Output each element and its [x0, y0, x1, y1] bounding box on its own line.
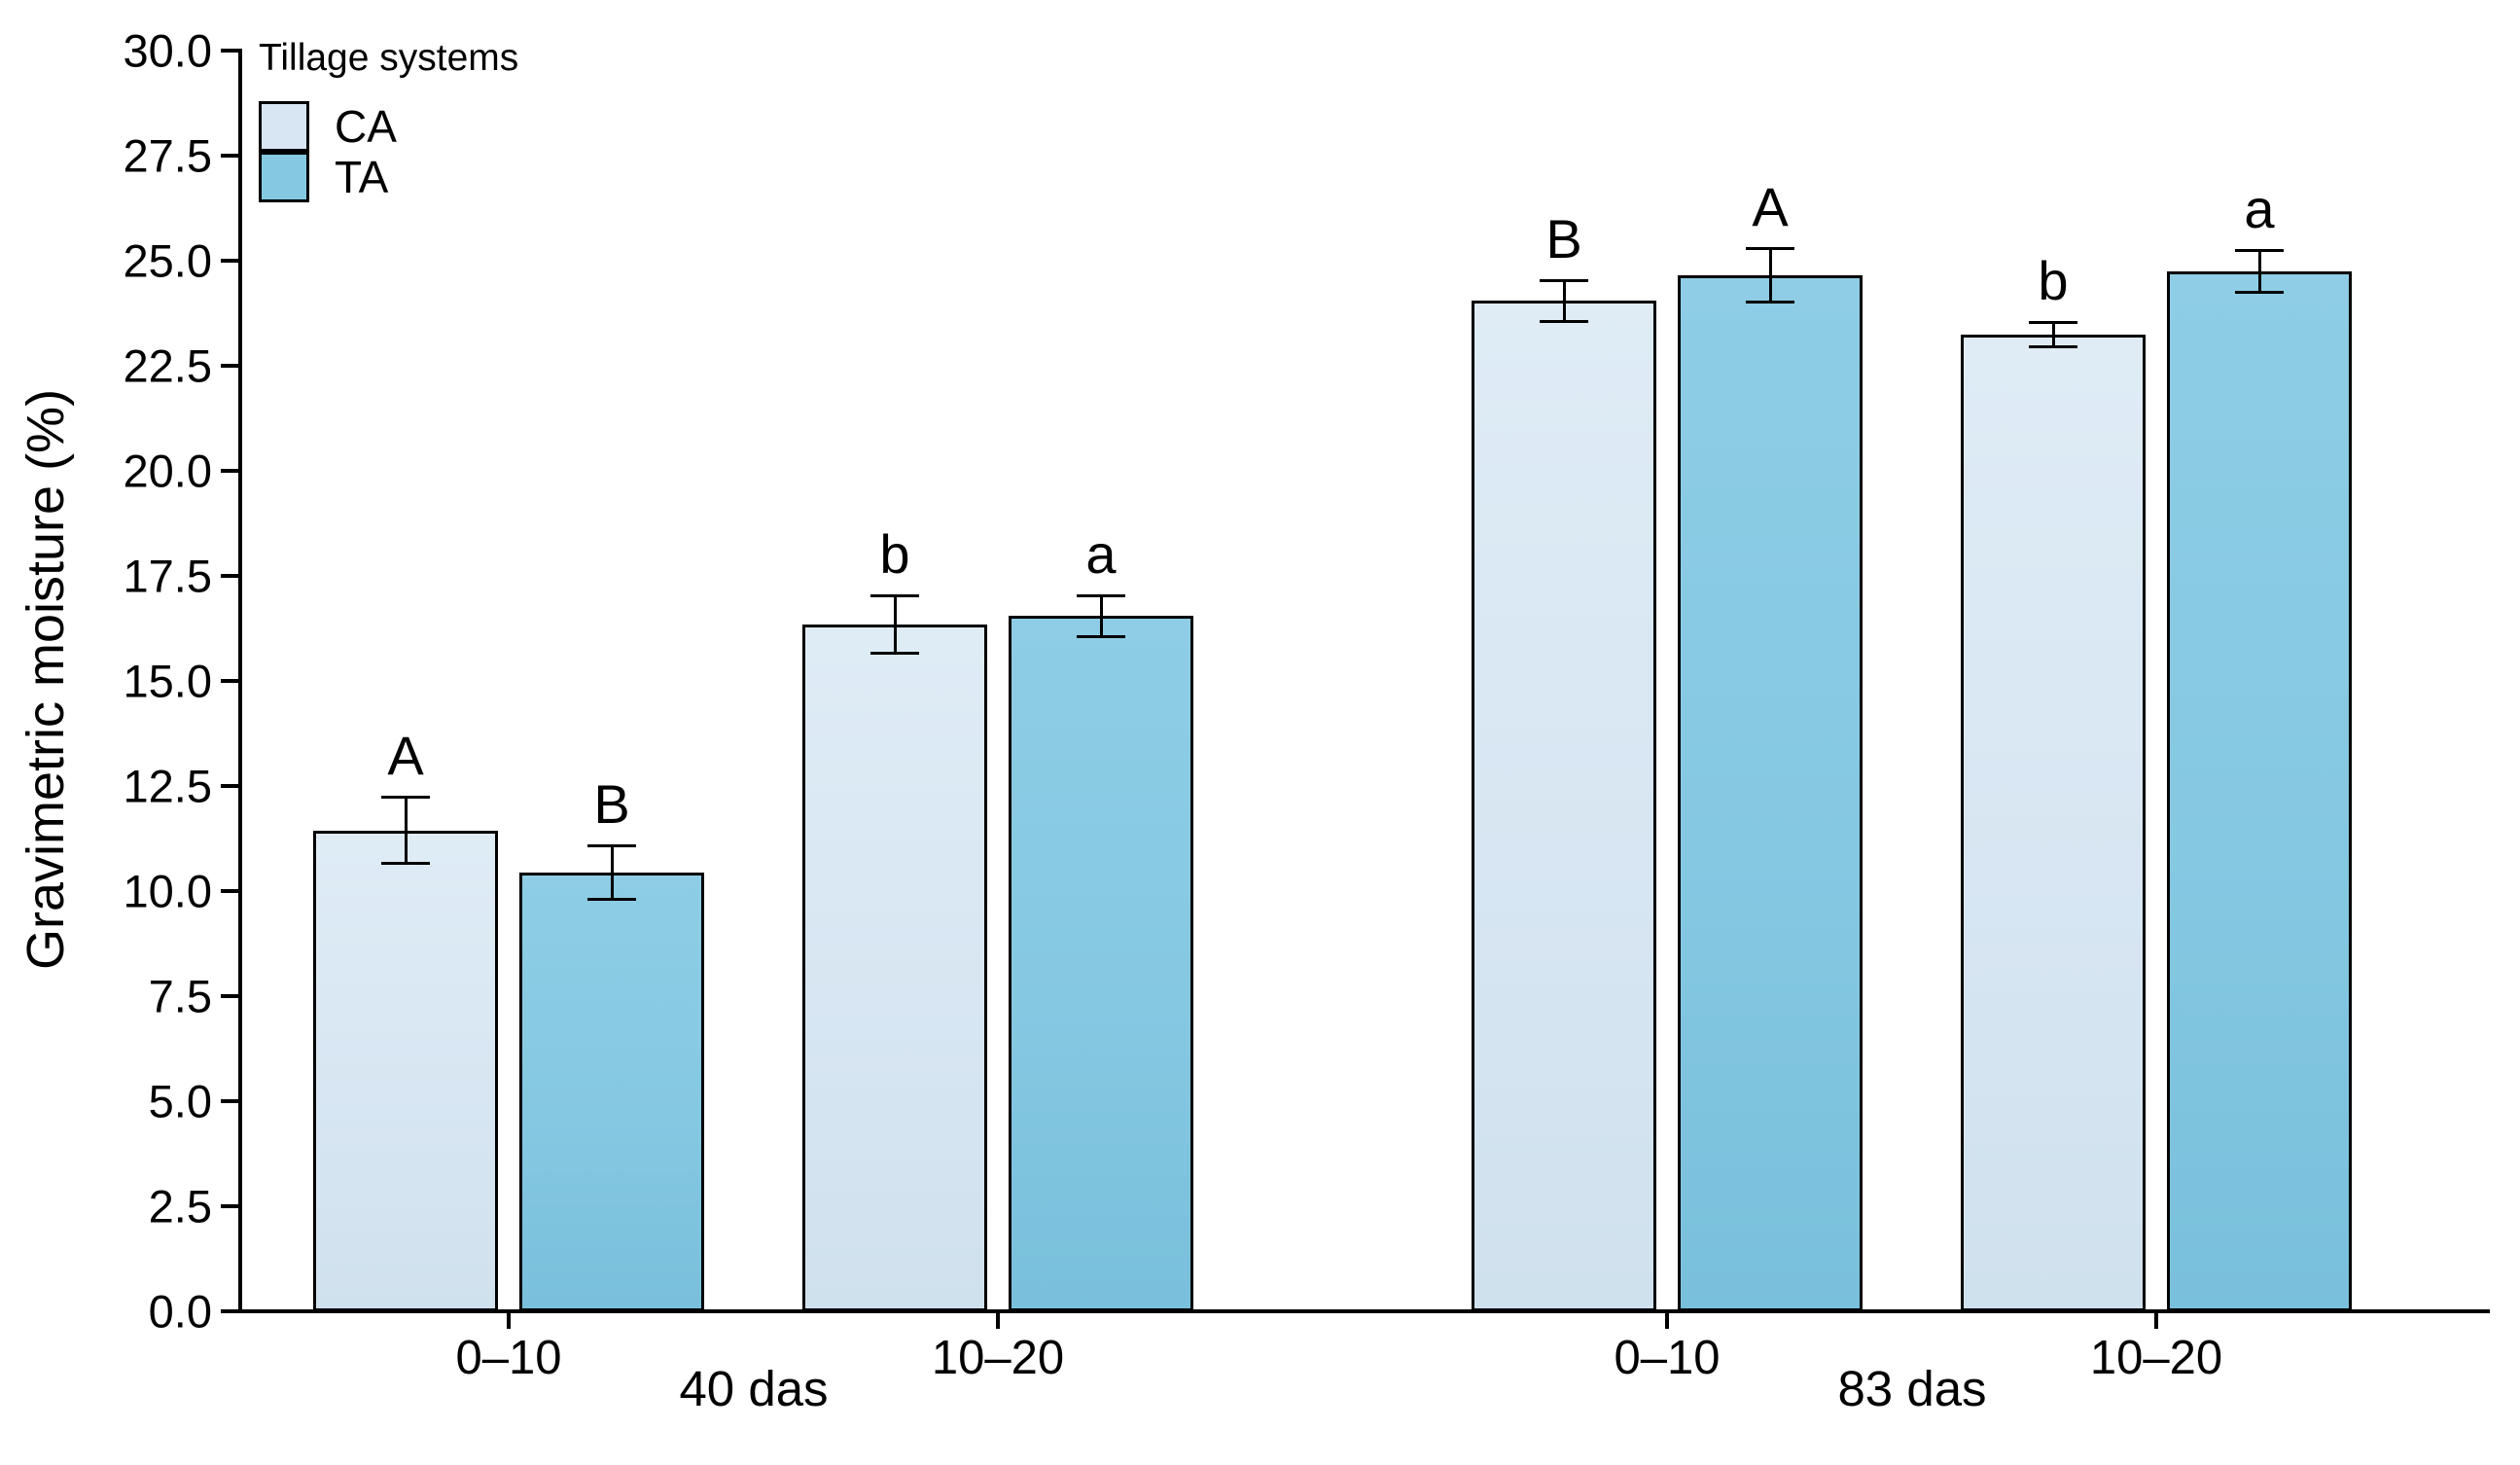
- bar-83das-10-20-CA: [1961, 334, 2146, 1311]
- error-bar-cap-top-83das-0-10-CA: [1540, 278, 1588, 282]
- y-tick-label: 17.5: [123, 550, 212, 602]
- legend-item-ta: TA: [259, 152, 518, 202]
- y-axis-line: [238, 49, 242, 1313]
- error-bar-cap-bottom-40das-0-10-CA: [381, 862, 430, 866]
- error-bar-cap-top-83das-10-20-TA: [2235, 249, 2284, 253]
- significance-letter-40das-0-10-TA: B: [593, 772, 630, 835]
- error-bar-cap-top-40das-0-10-CA: [381, 795, 430, 799]
- significance-letter-40das-0-10-CA: A: [387, 724, 424, 786]
- y-tick-mark: [221, 1204, 238, 1208]
- y-tick-mark: [221, 49, 238, 53]
- error-bar-cap-bottom-83das-10-20-TA: [2235, 290, 2284, 294]
- significance-letter-83das-10-20-CA: b: [2038, 249, 2069, 311]
- y-tick-mark: [221, 574, 238, 578]
- error-bar-cap-top-40das-0-10-TA: [587, 843, 636, 847]
- y-tick-mark: [221, 994, 238, 998]
- error-bar-cap-bottom-83das-10-20-CA: [2029, 344, 2077, 348]
- y-tick-mark: [221, 889, 238, 893]
- significance-letter-83das-0-10-CA: B: [1545, 207, 1582, 269]
- panel-caption: 40 das: [679, 1361, 829, 1416]
- y-tick-mark: [221, 679, 238, 683]
- panel-caption: 83 das: [1837, 1361, 1987, 1416]
- x-tick-mark: [507, 1313, 511, 1329]
- y-tick-label: 7.5: [148, 970, 212, 1022]
- legend-swatch-ca: [259, 101, 309, 152]
- y-tick-label: 5.0: [148, 1075, 212, 1127]
- y-tick-label: 25.0: [123, 234, 212, 287]
- error-bar-83das-0-10-TA: [1768, 248, 1772, 304]
- x-tick-mark: [1665, 1313, 1669, 1329]
- bar-83das-0-10-TA: [1678, 275, 1863, 1311]
- significance-letter-83das-10-20-TA: a: [2244, 178, 2275, 240]
- x-tick-label: 10–20: [2089, 1332, 2223, 1384]
- error-bar-40das-0-10-CA: [404, 796, 408, 865]
- x-tick-label: 0–10: [1614, 1332, 1721, 1384]
- error-bar-cap-top-40das-10-20-CA: [870, 593, 919, 597]
- y-tick-label: 2.5: [148, 1180, 212, 1233]
- bar-40das-0-10-TA: [519, 872, 704, 1311]
- y-tick-label: 22.5: [123, 339, 212, 392]
- error-bar-cap-bottom-40das-10-20-TA: [1077, 634, 1125, 638]
- x-tick-label: 0–10: [455, 1332, 562, 1384]
- legend-title: Tillage systems: [259, 37, 519, 79]
- bar-40das-10-20-TA: [1009, 616, 1193, 1311]
- y-tick-mark: [221, 259, 238, 263]
- y-tick-mark: [221, 1099, 238, 1103]
- legend-label-ta: TA: [335, 152, 389, 202]
- error-bar-83das-10-20-CA: [2051, 321, 2055, 347]
- legend-label-ca: CA: [335, 101, 397, 152]
- legend-swatch-ta: [259, 152, 309, 202]
- y-tick-mark: [221, 1309, 238, 1313]
- error-bar-83das-10-20-TA: [2257, 250, 2261, 293]
- x-axis-line: [238, 1309, 2490, 1313]
- error-bar-cap-bottom-40das-10-20-CA: [870, 652, 919, 656]
- bar-83das-10-20-TA: [2167, 270, 2352, 1311]
- error-bar-cap-top-40das-10-20-TA: [1077, 593, 1125, 597]
- error-bar-83das-0-10-CA: [1562, 279, 1566, 322]
- y-tick-label: 20.0: [123, 445, 212, 497]
- bar-40das-10-20-CA: [802, 624, 987, 1311]
- error-bar-40das-10-20-CA: [893, 594, 897, 655]
- x-tick-mark: [2154, 1313, 2158, 1329]
- error-bar-cap-top-83das-0-10-TA: [1746, 247, 1794, 251]
- error-bar-40das-10-20-TA: [1099, 594, 1103, 637]
- y-tick-mark: [221, 364, 238, 368]
- bar-83das-0-10-CA: [1472, 301, 1656, 1311]
- error-bar-cap-bottom-83das-0-10-CA: [1540, 319, 1588, 323]
- x-tick-mark: [996, 1313, 1000, 1329]
- y-tick-label: 0.0: [148, 1285, 212, 1338]
- y-tick-label: 10.0: [123, 865, 212, 917]
- legend-item-ca: CA: [259, 101, 518, 152]
- error-bar-cap-bottom-40das-0-10-TA: [587, 897, 636, 901]
- bar-40das-0-10-CA: [313, 830, 498, 1311]
- error-bar-40das-0-10-TA: [610, 844, 614, 900]
- y-tick-label: 12.5: [123, 760, 212, 812]
- y-tick-label: 27.5: [123, 129, 212, 182]
- y-tick-label: 15.0: [123, 655, 212, 707]
- significance-letter-40das-10-20-CA: b: [879, 522, 910, 585]
- y-tick-mark: [221, 784, 238, 788]
- legend: Tillage systems CA TA: [259, 37, 518, 202]
- error-bar-cap-top-83das-10-20-CA: [2029, 320, 2077, 324]
- y-tick-mark: [221, 154, 238, 158]
- significance-letter-83das-0-10-TA: A: [1752, 176, 1789, 238]
- error-bar-cap-bottom-83das-0-10-TA: [1746, 301, 1794, 304]
- x-tick-label: 10–20: [931, 1332, 1065, 1384]
- y-tick-label: 30.0: [123, 24, 212, 77]
- significance-letter-40das-10-20-TA: a: [1085, 522, 1117, 585]
- y-tick-mark: [221, 469, 238, 473]
